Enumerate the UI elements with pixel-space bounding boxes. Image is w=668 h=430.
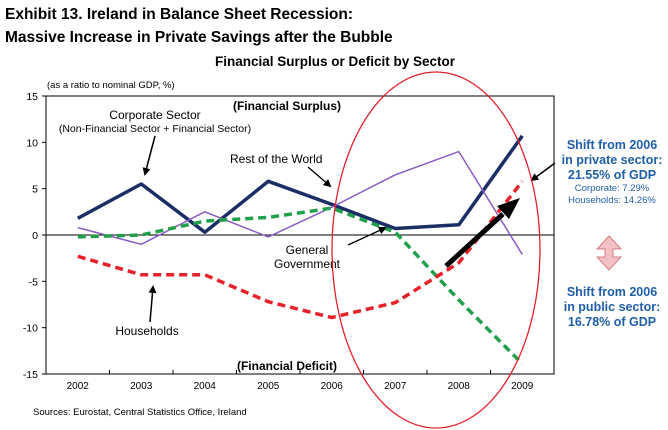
households-arrow	[148, 285, 157, 323]
x-tick-label: 2006	[321, 381, 344, 392]
double-arrow-icon	[595, 235, 623, 271]
y-tick-label: -5	[29, 276, 38, 288]
public-note-line1: Shift from 2006	[566, 285, 658, 299]
x-tick-label: 2008	[448, 381, 471, 392]
households-label: Households	[115, 324, 178, 338]
y-tick-label: -10	[23, 323, 38, 335]
x-tick-label: 2004	[194, 381, 217, 392]
x-tick-label: 2009	[511, 381, 534, 392]
chart-title-line1: Exhibit 13. Ireland in Balance Sheet Rec…	[5, 6, 354, 23]
government-label: General	[286, 243, 329, 257]
rest-of-world-arrow	[307, 166, 332, 188]
chart-subtitle: Financial Surplus or Deficit by Sector	[215, 54, 456, 69]
surplus-label: (Financial Surplus)	[233, 99, 341, 113]
x-tick-label: 2002	[67, 381, 90, 392]
source-note: Sources: Eurostat, Central Statistics Of…	[33, 407, 247, 418]
y-tick-label: 10	[26, 137, 38, 149]
private-note-corporate: Corporate: 7.29%	[574, 183, 650, 194]
government-label-2: Government	[274, 257, 341, 271]
corporate-label: Corporate Sector	[109, 108, 200, 122]
public-note-line3: 16.78% of GDP	[567, 315, 657, 329]
unit-note: (as a ratio to nominal GDP, %)	[47, 80, 175, 91]
y-tick-label: 0	[32, 230, 38, 242]
series-line-households	[77, 180, 524, 320]
deficit-label: (Financial Deficit)	[237, 359, 337, 373]
series-line-rest-of-the-world	[77, 150, 523, 255]
private-note-line1: Shift from 2006	[566, 138, 658, 152]
government-arrow	[347, 226, 387, 246]
corporate-sublabel: (Non-Financial Sector + Financial Sector…	[59, 123, 251, 135]
x-tick-label: 2007	[384, 381, 407, 392]
rest-of-world-label: Rest of the World	[230, 152, 322, 166]
shift-arrow-head	[497, 198, 520, 219]
public-sector-note: Shift from 2006 in public sector: 16.78%…	[556, 285, 668, 330]
y-tick-label: -15	[23, 369, 38, 381]
private-note-households: Households: 14.26%	[568, 195, 656, 206]
series-line-general-government	[77, 206, 524, 366]
private-note-line3: 21.55% of GDP	[567, 168, 657, 182]
chart-title-line2: Massive Increase in Private Savings afte…	[5, 29, 393, 46]
x-tick-label: 2005	[257, 381, 280, 392]
private-note-line2: in private sector:	[561, 153, 663, 167]
shift-arrow-shaft	[444, 212, 505, 268]
private-note-arrow	[530, 162, 556, 182]
x-tick-label: 2003	[130, 381, 153, 392]
private-sector-note: Shift from 2006 in private sector: 21.55…	[556, 138, 668, 207]
public-note-line2: in public sector:	[563, 300, 661, 314]
series-line-corporate-sector	[76, 134, 524, 234]
corporate-arrow	[142, 135, 156, 176]
y-tick-label: 15	[26, 91, 38, 103]
y-tick-label: 5	[32, 184, 38, 196]
highlight-ellipse	[331, 71, 541, 429]
